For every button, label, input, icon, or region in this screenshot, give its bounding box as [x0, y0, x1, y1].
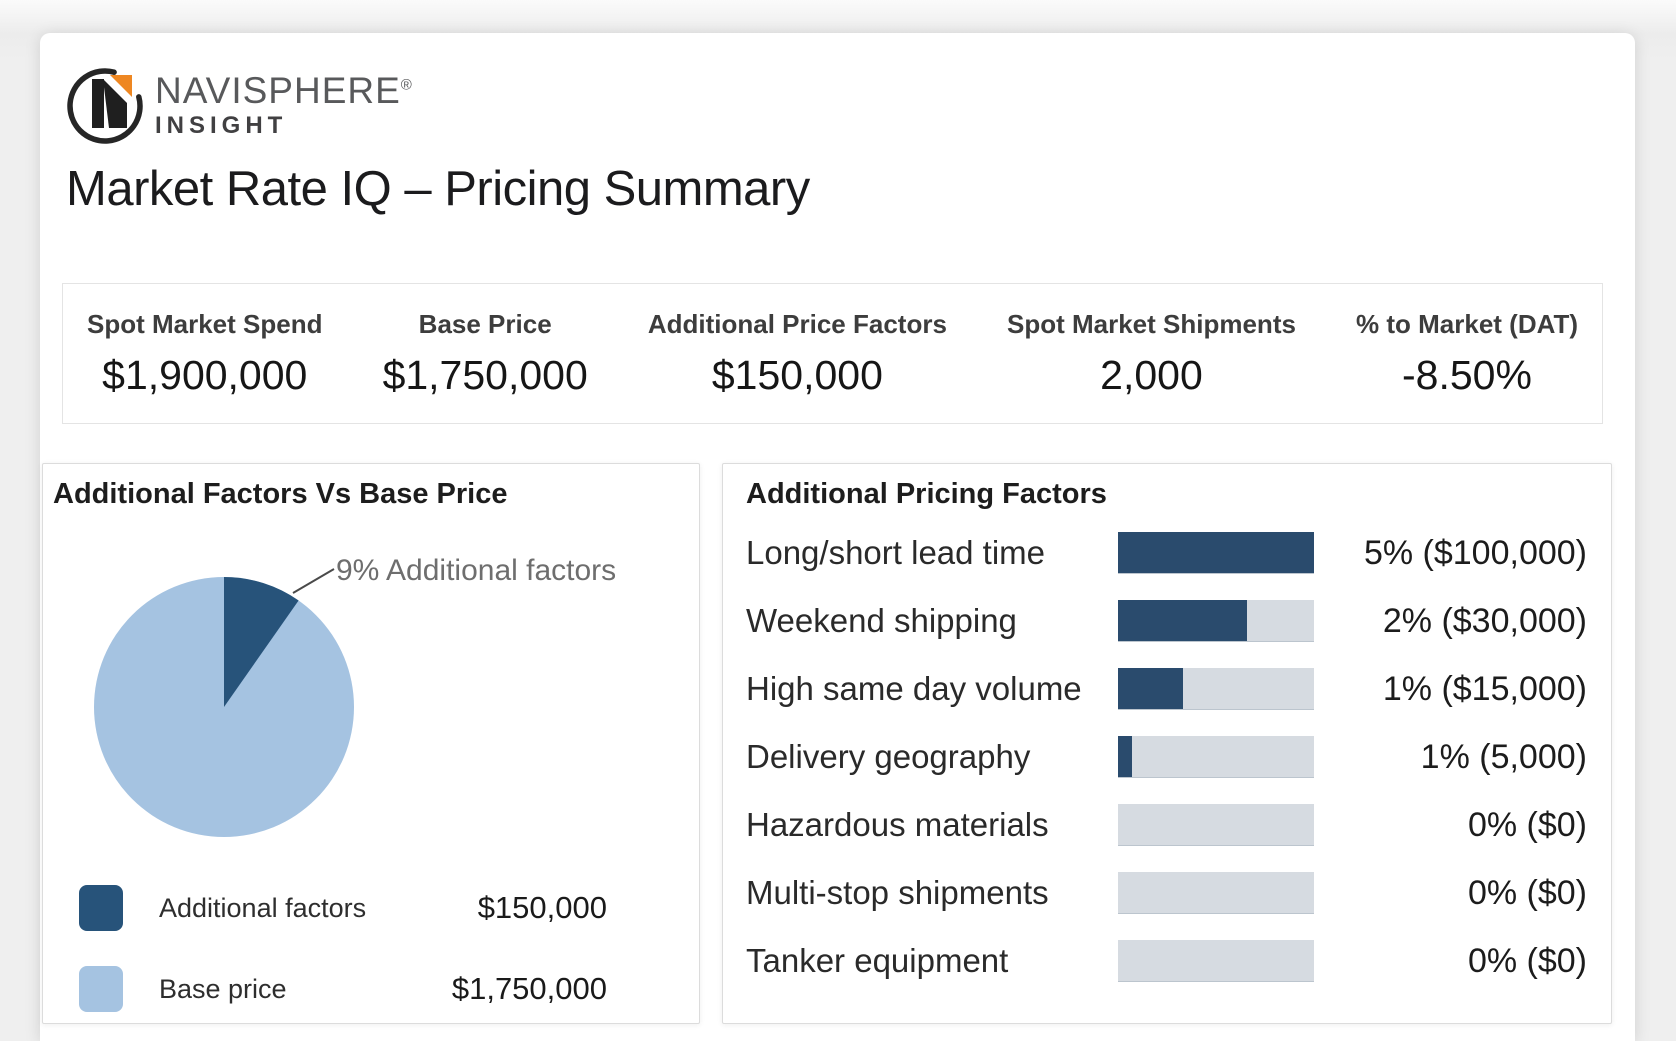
legend-value: $1,750,000 — [451, 971, 607, 1006]
bar-track — [1118, 804, 1314, 846]
pie-annotation: 9% Additional factors — [336, 554, 617, 587]
bar-value: 0% ($0) — [1467, 873, 1587, 912]
kpi-base-price: Base Price $1,750,000 — [375, 309, 596, 399]
legend-label: Additional factors — [159, 892, 367, 923]
bar-chart: Long/short lead time 5% ($100,000) Weeke… — [746, 532, 1587, 1008]
bar-label: Hazardous materials — [746, 806, 1049, 843]
bar-row-hazardous-materials: Hazardous materials 0% ($0) — [746, 804, 1587, 846]
bar-track — [1118, 600, 1314, 642]
kpi-label: Additional Price Factors — [647, 308, 947, 339]
bar-row-delivery-geography: Delivery geography 1% (5,000) — [746, 736, 1587, 778]
bar-fill — [1118, 600, 1248, 641]
kpi-value: $1,900,000 — [102, 351, 308, 398]
legend-swatch-dark — [79, 885, 123, 931]
bar-track — [1118, 872, 1314, 914]
brand-subtitle: INSIGHT — [155, 111, 288, 139]
legend-label: Base price — [159, 973, 287, 1004]
pie-legend: Additional factors $150,000 Base price $… — [79, 885, 607, 1012]
kpi-spot-market-spend: Spot Market Spend $1,900,000 — [79, 309, 330, 399]
kpi-value: $1,750,000 — [382, 351, 588, 398]
bar-track — [1118, 940, 1314, 982]
bar-value: 1% (5,000) — [1420, 737, 1587, 776]
bar-row-tanker-equipment: Tanker equipment 0% ($0) — [746, 940, 1587, 982]
pie-card: Additional Factors Vs Base Price 9% Addi… — [42, 463, 700, 1024]
kpi-label: % to Market (DAT) — [1356, 308, 1578, 339]
bar-track — [1118, 736, 1314, 778]
bar-label: High same day volume — [746, 670, 1082, 707]
bar-value: 5% ($100,000) — [1363, 533, 1587, 572]
bar-fill — [1118, 668, 1183, 709]
page-title: Market Rate IQ – Pricing Summary — [66, 162, 810, 216]
bar-fill — [1118, 736, 1132, 777]
kpi-percent-to-market: % to Market (DAT) -8.50% — [1348, 309, 1586, 399]
bar-row-long-short-lead-time: Long/short lead time 5% ($100,000) — [746, 532, 1587, 574]
kpi-additional-price-factors: Additional Price Factors $150,000 — [640, 309, 955, 399]
legend-item-base-price: Base price $1,750,000 — [79, 966, 607, 1012]
bar-value: 2% ($30,000) — [1382, 601, 1587, 640]
kpi-label: Spot Market Spend — [87, 308, 323, 339]
bars-card: Additional Pricing Factors Long/short le… — [722, 463, 1612, 1024]
kpi-spot-market-shipments: Spot Market Shipments 2,000 — [999, 309, 1304, 399]
legend-swatch-light — [79, 966, 123, 1012]
pie-card-title: Additional Factors Vs Base Price — [53, 478, 508, 510]
kpi-value: -8.50% — [1402, 351, 1532, 398]
navisphere-logo: NAVISPHERE® INSIGHT — [65, 66, 413, 146]
kpi-label: Spot Market Shipments — [1007, 308, 1296, 339]
bar-value: 1% ($15,000) — [1382, 669, 1587, 708]
dashboard-panel: NAVISPHERE® INSIGHT Market Rate IQ – Pri… — [40, 33, 1635, 1041]
kpi-value: $150,000 — [711, 351, 883, 398]
bars-card-title: Additional Pricing Factors — [746, 478, 1107, 510]
kpi-value: 2,000 — [1100, 351, 1203, 398]
bar-label: Tanker equipment — [746, 942, 1009, 979]
bar-track — [1118, 532, 1314, 574]
bar-row-weekend-shipping: Weekend shipping 2% ($30,000) — [746, 600, 1587, 642]
legend-value: $150,000 — [477, 890, 607, 925]
kpi-label: Base Price — [418, 308, 552, 339]
brand-name: NAVISPHERE® — [155, 70, 413, 112]
navisphere-logo-icon — [67, 68, 143, 144]
bar-label: Delivery geography — [746, 738, 1031, 775]
logo-text: NAVISPHERE® INSIGHT — [155, 70, 413, 140]
legend-item-additional-factors: Additional factors $150,000 — [79, 885, 607, 931]
bar-label: Long/short lead time — [746, 534, 1046, 571]
bar-track — [1118, 668, 1314, 710]
pie-chart — [94, 568, 354, 837]
bar-label: Weekend shipping — [746, 602, 1017, 639]
kpi-summary-band: Spot Market Spend $1,900,000 Base Price … — [62, 283, 1603, 424]
registered-mark: ® — [400, 76, 413, 94]
bar-fill — [1118, 532, 1314, 573]
bar-label: Multi-stop shipments — [746, 874, 1049, 911]
bar-value: 0% ($0) — [1467, 941, 1587, 980]
bar-row-high-same-day-volume: High same day volume 1% ($15,000) — [746, 668, 1587, 710]
bar-row-multi-stop-shipments: Multi-stop shipments 0% ($0) — [746, 872, 1587, 914]
bar-value: 0% ($0) — [1467, 805, 1587, 844]
